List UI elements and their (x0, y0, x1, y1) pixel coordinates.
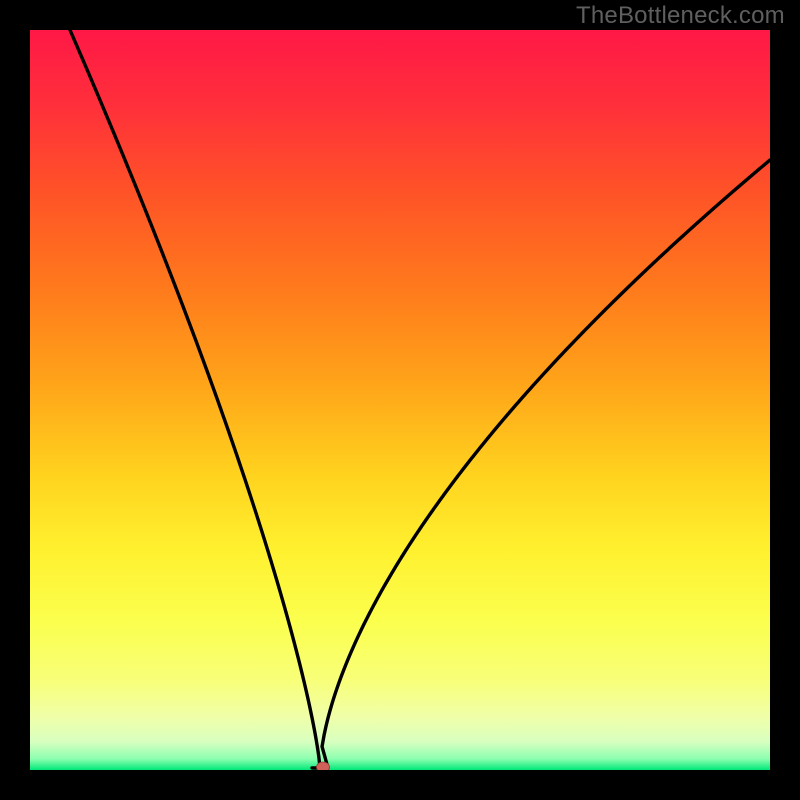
plot-gradient-background (30, 30, 770, 770)
gradient-v-curve-plot (0, 0, 800, 800)
plot-border-bar-1 (0, 770, 800, 800)
plot-border-bar-3 (770, 0, 800, 800)
plot-border-bar-2 (0, 0, 30, 800)
watermark-text: TheBottleneck.com (576, 2, 785, 30)
